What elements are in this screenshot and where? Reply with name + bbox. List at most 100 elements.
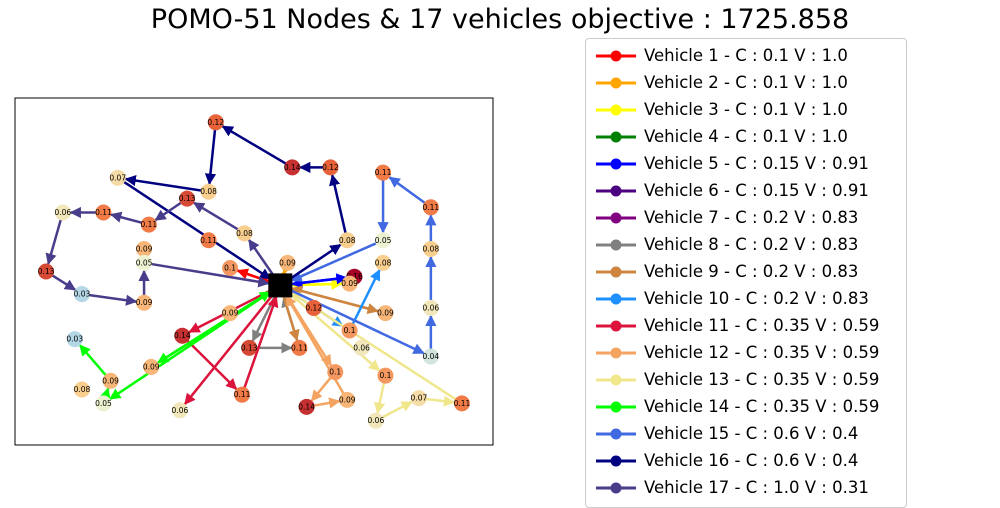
legend-label: Vehicle 15 - C : 0.6 V : 0.4 bbox=[644, 424, 859, 443]
legend-item: Vehicle 17 - C : 1.0 V : 0.31 bbox=[586, 474, 906, 501]
node-demand-label: 0.06 bbox=[368, 416, 385, 425]
node-marker bbox=[284, 159, 301, 176]
node-n32: 0.09 bbox=[222, 305, 239, 322]
node-n2: 0.08 bbox=[200, 183, 217, 200]
node-marker bbox=[327, 364, 344, 381]
node-marker bbox=[453, 395, 470, 412]
node-marker bbox=[291, 339, 308, 356]
node-n5: 0.08 bbox=[236, 225, 253, 242]
route-edge-vehicle-16 bbox=[287, 243, 342, 281]
depot-layer bbox=[268, 273, 293, 298]
route-edge-vehicle-13 bbox=[380, 400, 413, 420]
node-marker bbox=[222, 305, 239, 322]
node-n11: 0.11 bbox=[375, 164, 392, 181]
route-edge-vehicle-17 bbox=[154, 200, 183, 222]
node-n35: 0.11 bbox=[291, 339, 308, 356]
node-marker bbox=[54, 204, 71, 221]
node-n36: 0.06 bbox=[353, 339, 370, 356]
node-n45: 0.14 bbox=[298, 398, 315, 415]
node-demand-label: 0.12 bbox=[305, 303, 322, 312]
node-marker bbox=[73, 286, 90, 303]
route-edge-vehicle-16 bbox=[221, 125, 288, 166]
node-marker bbox=[109, 169, 126, 186]
node-demand-label: 0.08 bbox=[375, 258, 392, 267]
node-demand-label: 0.14 bbox=[284, 163, 301, 172]
node-marker bbox=[410, 390, 427, 407]
legend-label: Vehicle 2 - C : 0.1 V : 1.0 bbox=[644, 73, 848, 92]
node-n21: 0.05 bbox=[136, 254, 153, 271]
node-demand-label: 0.06 bbox=[172, 406, 189, 415]
legend-swatch bbox=[596, 401, 636, 412]
route-edge-vehicle-16 bbox=[124, 174, 203, 193]
node-demand-label: 0.09 bbox=[279, 258, 296, 267]
node-demand-label: 0.16 bbox=[346, 272, 363, 281]
node-marker bbox=[322, 159, 339, 176]
node-marker bbox=[171, 402, 188, 419]
node-marker bbox=[305, 299, 322, 316]
legend-label: Vehicle 7 - C : 0.2 V : 0.83 bbox=[644, 208, 859, 227]
node-n28: 0.09 bbox=[341, 275, 358, 292]
node-marker bbox=[143, 358, 160, 375]
legend-label: Vehicle 10 - C : 0.2 V : 0.83 bbox=[644, 289, 869, 308]
route-edge-vehicle-17 bbox=[247, 238, 276, 278]
node-demand-label: 0.11 bbox=[200, 236, 217, 245]
legend-swatch bbox=[596, 212, 636, 223]
node-marker bbox=[136, 294, 153, 311]
node-demand-label: 0.09 bbox=[136, 298, 153, 307]
node-marker bbox=[179, 190, 196, 207]
route-edge-vehicle-17 bbox=[149, 262, 270, 288]
node-n47: 0.1 bbox=[377, 367, 394, 384]
node-demand-label: 0.1 bbox=[379, 371, 391, 380]
legend-swatch bbox=[596, 320, 636, 331]
node-marker bbox=[73, 381, 90, 398]
node-n30: 0.09 bbox=[377, 305, 394, 322]
route-edge-vehicle-16 bbox=[122, 180, 272, 280]
route-edge-vehicle-9 bbox=[282, 294, 300, 342]
node-n6: 0.14 bbox=[284, 159, 301, 176]
node-demand-label: 0.06 bbox=[54, 208, 71, 217]
route-edge-vehicle-9 bbox=[290, 285, 380, 313]
node-marker bbox=[422, 348, 439, 365]
node-marker bbox=[136, 240, 153, 257]
legend-item: Vehicle 13 - C : 0.35 V : 0.59 bbox=[586, 366, 906, 393]
route-edge-vehicle-13 bbox=[424, 395, 456, 407]
route-edge-vehicle-14 bbox=[79, 344, 108, 378]
node-n9: 0.05 bbox=[375, 232, 392, 249]
node-demand-label: 0.14 bbox=[174, 331, 191, 340]
route-edge-vehicle-17 bbox=[87, 293, 138, 306]
route-edge-vehicle-13 bbox=[374, 381, 386, 414]
legend-item: Vehicle 3 - C : 0.1 V : 1.0 bbox=[586, 96, 906, 123]
node-n17: 0.11 bbox=[95, 204, 112, 221]
node-demand-label: 0.05 bbox=[375, 236, 392, 245]
node-n33: 0.14 bbox=[174, 327, 191, 344]
node-demand-label: 0.11 bbox=[423, 203, 440, 212]
legend-label: Vehicle 14 - C : 0.35 V : 0.59 bbox=[644, 397, 880, 416]
node-demand-label: 0.14 bbox=[298, 402, 315, 411]
node-demand-label: 0.12 bbox=[207, 118, 224, 127]
node-n18: 0.11 bbox=[140, 216, 157, 233]
node-n26: 0.09 bbox=[279, 254, 296, 271]
node-n13: 0.08 bbox=[423, 240, 440, 257]
node-n1: 0.12 bbox=[207, 114, 224, 131]
node-marker bbox=[140, 216, 157, 233]
legend-label: Vehicle 1 - C : 0.1 V : 1.0 bbox=[644, 46, 848, 65]
route-edge-vehicle-17 bbox=[50, 273, 77, 291]
route-edge-vehicle-12 bbox=[310, 375, 333, 402]
node-demand-label: 0.09 bbox=[136, 244, 153, 253]
node-marker bbox=[422, 199, 439, 216]
node-demand-label: 0.04 bbox=[423, 352, 440, 361]
legend-label: Vehicle 4 - C : 0.1 V : 1.0 bbox=[644, 127, 848, 146]
node-demand-label: 0.08 bbox=[423, 244, 440, 253]
legend-item: Vehicle 15 - C : 0.6 V : 0.4 bbox=[586, 420, 906, 447]
route-edge-vehicle-13 bbox=[287, 290, 381, 372]
node-marker bbox=[66, 331, 83, 348]
route-edge-vehicle-14 bbox=[109, 289, 273, 400]
route-edge-vehicle-11 bbox=[242, 295, 279, 390]
node-demand-label: 0.11 bbox=[234, 390, 251, 399]
node-demand-label: 0.08 bbox=[200, 187, 217, 196]
legend-swatch bbox=[596, 482, 636, 493]
node-marker bbox=[234, 386, 251, 403]
node-marker bbox=[377, 305, 394, 322]
node-demand-label: 0.09 bbox=[143, 362, 160, 371]
